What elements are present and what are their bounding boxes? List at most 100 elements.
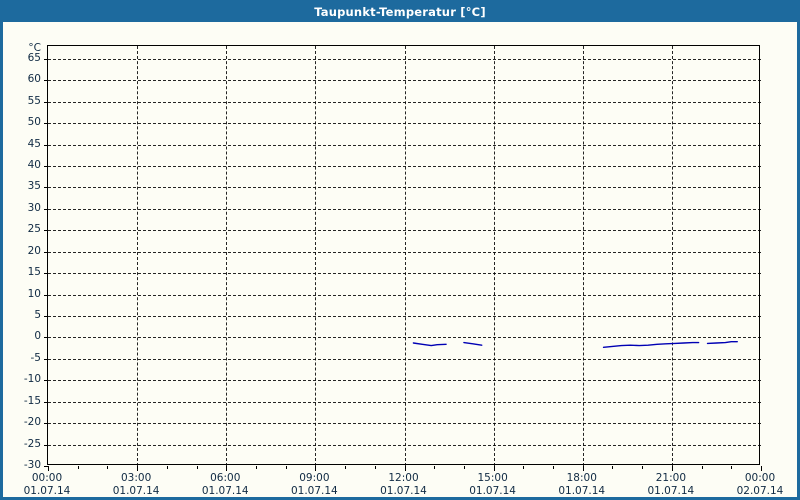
page-title: Taupunkt-Temperatur [°C] xyxy=(314,5,486,19)
x-tick-mark-major xyxy=(315,466,317,471)
y-tick-mark xyxy=(44,230,48,232)
y-axis-tick-label: 50 xyxy=(27,116,41,129)
x-tick-mark-major xyxy=(582,466,584,471)
plot-area xyxy=(44,45,762,471)
y-axis-tick-label: -10 xyxy=(23,373,41,386)
y-tick-mark xyxy=(44,251,48,253)
x-tick-mark-minor xyxy=(553,466,555,469)
x-tick-mark-minor xyxy=(463,466,465,469)
y-axis-tick-label: 20 xyxy=(27,244,41,257)
x-axis-tick-label: 00:00 01.07.14 xyxy=(2,472,92,498)
x-tick-mark-major xyxy=(671,466,673,471)
title-bar: Taupunkt-Temperatur [°C] xyxy=(3,3,797,22)
gridline-vertical xyxy=(226,46,228,466)
x-axis-date-label: 01.07.14 xyxy=(290,485,338,497)
gridline-vertical xyxy=(493,46,495,466)
y-tick-mark xyxy=(44,401,48,403)
x-axis-date-label: 01.07.14 xyxy=(23,485,71,497)
x-tick-mark-minor xyxy=(612,466,614,469)
x-tick-mark-minor xyxy=(107,466,109,469)
x-tick-mark-minor xyxy=(731,466,733,469)
x-axis-tick-label: 03:00 01.07.14 xyxy=(91,472,181,498)
y-axis-tick-label: 35 xyxy=(27,180,41,193)
y-tick-mark xyxy=(44,80,48,82)
x-tick-mark-major xyxy=(226,466,228,471)
y-axis-tick-label: 0 xyxy=(34,330,41,343)
y-tick-mark xyxy=(44,58,48,60)
y-tick-mark xyxy=(44,423,48,425)
x-tick-mark-minor xyxy=(642,466,644,469)
gridline-vertical xyxy=(137,46,139,466)
x-tick-mark-minor xyxy=(523,466,525,469)
data-line-segment xyxy=(463,341,483,346)
y-tick-mark xyxy=(44,208,48,210)
y-axis-tick-label: -15 xyxy=(23,394,41,407)
x-axis-tick-label: 21:00 01.07.14 xyxy=(626,472,716,498)
data-line-segment xyxy=(412,342,447,347)
x-tick-mark-minor xyxy=(345,466,347,469)
gridline-vertical xyxy=(671,46,673,466)
x-axis-tick-label: 00:00 02.07.14 xyxy=(715,472,800,498)
x-axis-date-label: 01.07.14 xyxy=(380,485,427,497)
x-axis-tick-label: 12:00 01.07.14 xyxy=(359,472,449,498)
y-axis-tick-label: 55 xyxy=(27,94,41,107)
x-axis-time-label: 06:00 xyxy=(210,472,241,484)
x-axis-date-label: 01.07.14 xyxy=(112,485,160,497)
gridline-vertical xyxy=(404,46,406,466)
x-axis-time-label: 00:00 xyxy=(744,472,776,484)
y-tick-mark xyxy=(44,316,48,317)
y-axis-tick-label: -25 xyxy=(23,437,41,450)
y-tick-mark xyxy=(44,380,48,382)
x-axis-date-label: 01.07.14 xyxy=(558,485,606,497)
gridline-vertical xyxy=(315,46,317,466)
y-tick-mark xyxy=(44,123,48,125)
y-tick-mark xyxy=(44,466,48,467)
x-axis-tick-label: 06:00 01.07.14 xyxy=(180,472,270,498)
y-axis-tick-label: 60 xyxy=(27,73,41,86)
x-tick-mark-minor xyxy=(77,466,79,469)
y-axis-tick-label: 45 xyxy=(27,137,41,150)
x-axis-time-label: 21:00 xyxy=(655,472,686,484)
x-axis-date-label: 02.07.14 xyxy=(736,485,784,497)
x-tick-mark-minor xyxy=(285,466,287,469)
y-axis-tick-label: 10 xyxy=(27,287,41,300)
y-tick-mark xyxy=(44,187,48,189)
x-tick-mark-major xyxy=(493,466,495,471)
data-line-segment xyxy=(602,341,700,348)
x-axis-date-label: 01.07.14 xyxy=(469,485,516,497)
x-tick-mark-minor xyxy=(196,466,198,469)
x-axis-time-label: 09:00 xyxy=(299,472,330,484)
x-tick-mark-minor xyxy=(255,466,257,469)
x-tick-mark-minor xyxy=(166,466,168,469)
x-axis-time-label: 03:00 xyxy=(120,472,152,484)
y-tick-mark xyxy=(44,294,48,296)
y-axis-tick-label: 25 xyxy=(27,223,41,236)
x-axis-tick-label: 15:00 01.07.14 xyxy=(448,472,538,498)
y-axis-tick-label: 30 xyxy=(27,201,41,214)
y-tick-mark xyxy=(44,101,48,103)
x-tick-mark-minor xyxy=(701,466,703,469)
y-tick-mark xyxy=(44,273,48,275)
x-axis-time-label: 12:00 xyxy=(388,472,419,484)
x-axis-date-label: 01.07.14 xyxy=(647,485,695,497)
y-axis-tick-label: -30 xyxy=(23,459,41,471)
data-line-segment xyxy=(706,341,738,345)
y-tick-mark xyxy=(44,358,48,360)
x-tick-mark-minor xyxy=(434,466,436,469)
y-axis-tick-label: -20 xyxy=(23,416,41,429)
y-axis-tick-label: 5 xyxy=(34,309,41,321)
x-tick-mark-major xyxy=(137,466,139,471)
gridline-vertical xyxy=(582,46,584,466)
y-axis-tick-label: -5 xyxy=(30,351,41,364)
x-tick-mark-major xyxy=(48,466,49,471)
x-axis-time-label: 15:00 xyxy=(477,472,508,484)
y-axis-tick-label: 40 xyxy=(27,159,41,171)
x-axis-tick-label: 09:00 01.07.14 xyxy=(269,472,359,498)
y-tick-mark xyxy=(44,444,48,446)
y-tick-mark xyxy=(44,166,48,167)
y-axis-unit-label: °C xyxy=(28,42,41,54)
y-tick-mark xyxy=(44,144,48,146)
x-axis-time-label: 18:00 xyxy=(566,472,597,484)
x-axis-tick-label: 18:00 01.07.14 xyxy=(537,472,627,498)
